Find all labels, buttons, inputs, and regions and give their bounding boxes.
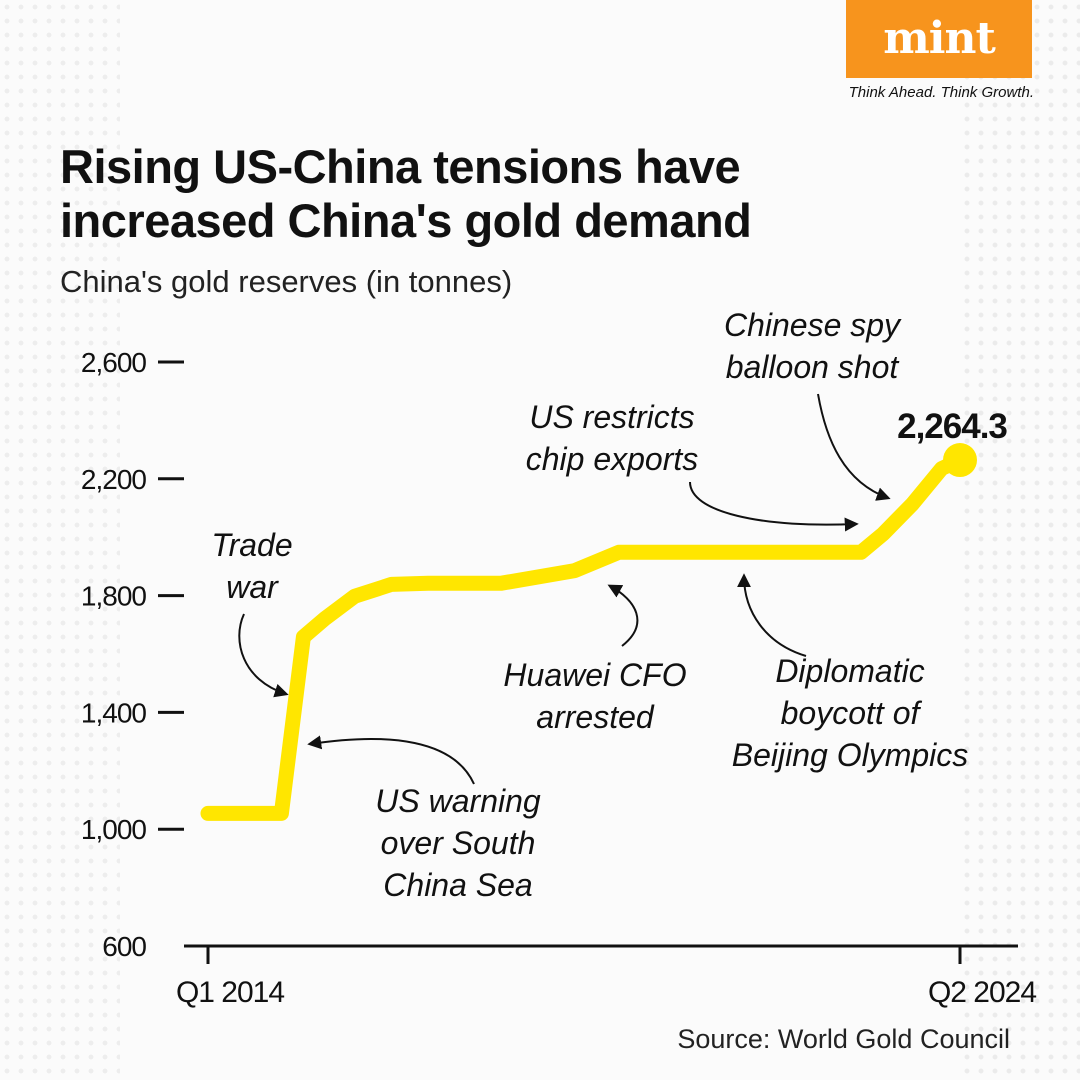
annotation-us-warning-south-china-sea-text: US warning over South China Sea xyxy=(375,783,541,903)
gold-reserves-line xyxy=(200,452,968,821)
x-tick-label: Q2 2024 xyxy=(928,976,1036,1009)
annotation-trade-war-line: Trade xyxy=(211,527,292,563)
annotation-huawei-cfo-arrested-text: Huawei CFO arrested xyxy=(503,657,686,735)
end-value-label: 2,264.3 xyxy=(897,407,1007,446)
annotation-huawei-cfo-arrested-line: Huawei CFO xyxy=(503,657,686,693)
annotation-trade-war-text: Trade war xyxy=(211,527,292,605)
annotation-trade-war-arrow xyxy=(238,613,289,698)
annotation-trade-war-line: war xyxy=(226,569,279,605)
x-tick-label: Q1 2014 xyxy=(176,976,284,1009)
y-tick-label: 2,600 xyxy=(81,347,146,378)
annotation-us-restricts-chip-exports-line: US restricts xyxy=(529,399,694,435)
chart-subtitle: China's gold reserves (in tonnes) xyxy=(60,264,513,299)
annotation-huawei-cfo-arrested-line: arrested xyxy=(536,699,655,735)
background-dot-pattern-right xyxy=(960,0,1080,1080)
annotation-chinese-spy-balloon-arrow xyxy=(817,393,891,501)
annotation-us-restricts-chip-exports-text: US restricts chip exports xyxy=(526,399,699,477)
chart-title: Rising US-China tensions have increased … xyxy=(60,140,1020,248)
y-tick-label: 1,400 xyxy=(81,697,146,728)
brand-tagline: Think Ahead. Think Growth. xyxy=(848,84,1034,101)
source-note: Source: World Gold Council xyxy=(677,1024,1010,1054)
end-point-marker xyxy=(943,443,977,478)
annotation-us-restricts-chip-exports-line: chip exports xyxy=(526,441,699,477)
y-tick-label: 1,800 xyxy=(81,581,146,612)
chart-title-line-2: increased China's gold demand xyxy=(60,194,752,247)
chart-title-line-1: Rising US-China tensions have xyxy=(60,140,741,193)
annotation-us-warning-south-china-sea-line: US warning xyxy=(375,783,541,819)
y-tick-label: 2,200 xyxy=(81,464,146,495)
annotation-huawei-cfo-arrested-arrow xyxy=(607,584,639,647)
annotation-us-restricts-chip-exports-arrow xyxy=(689,481,859,532)
annotation-diplomatic-boycott-line: Diplomatic xyxy=(775,653,924,689)
annotation-us-warning-south-china-sea-line: over South xyxy=(381,825,536,861)
y-tick-label: 1,000 xyxy=(81,814,146,845)
annotation-chinese-spy-balloon-line: balloon shot xyxy=(726,349,900,385)
brand-logo: mint xyxy=(846,0,1032,78)
annotation-diplomatic-boycott-text: Diplomatic boycott of Beijing Olympics xyxy=(732,653,969,773)
annotation-diplomatic-boycott-arrow xyxy=(737,573,807,657)
background-dot-pattern-left xyxy=(0,0,120,1080)
brand-wordmark: mint xyxy=(883,13,996,64)
annotation-chinese-spy-balloon-text: Chinese spy balloon shot xyxy=(724,307,902,385)
y-tick-label: 600 xyxy=(102,931,146,962)
annotation-us-warning-south-china-sea-arrow xyxy=(307,735,475,785)
annotation-chinese-spy-balloon-line: Chinese spy xyxy=(724,307,902,343)
annotation-diplomatic-boycott-line: Beijing Olympics xyxy=(732,737,969,773)
annotation-diplomatic-boycott-line: boycott of xyxy=(781,695,923,731)
annotation-us-warning-south-china-sea-line: China Sea xyxy=(383,867,532,903)
